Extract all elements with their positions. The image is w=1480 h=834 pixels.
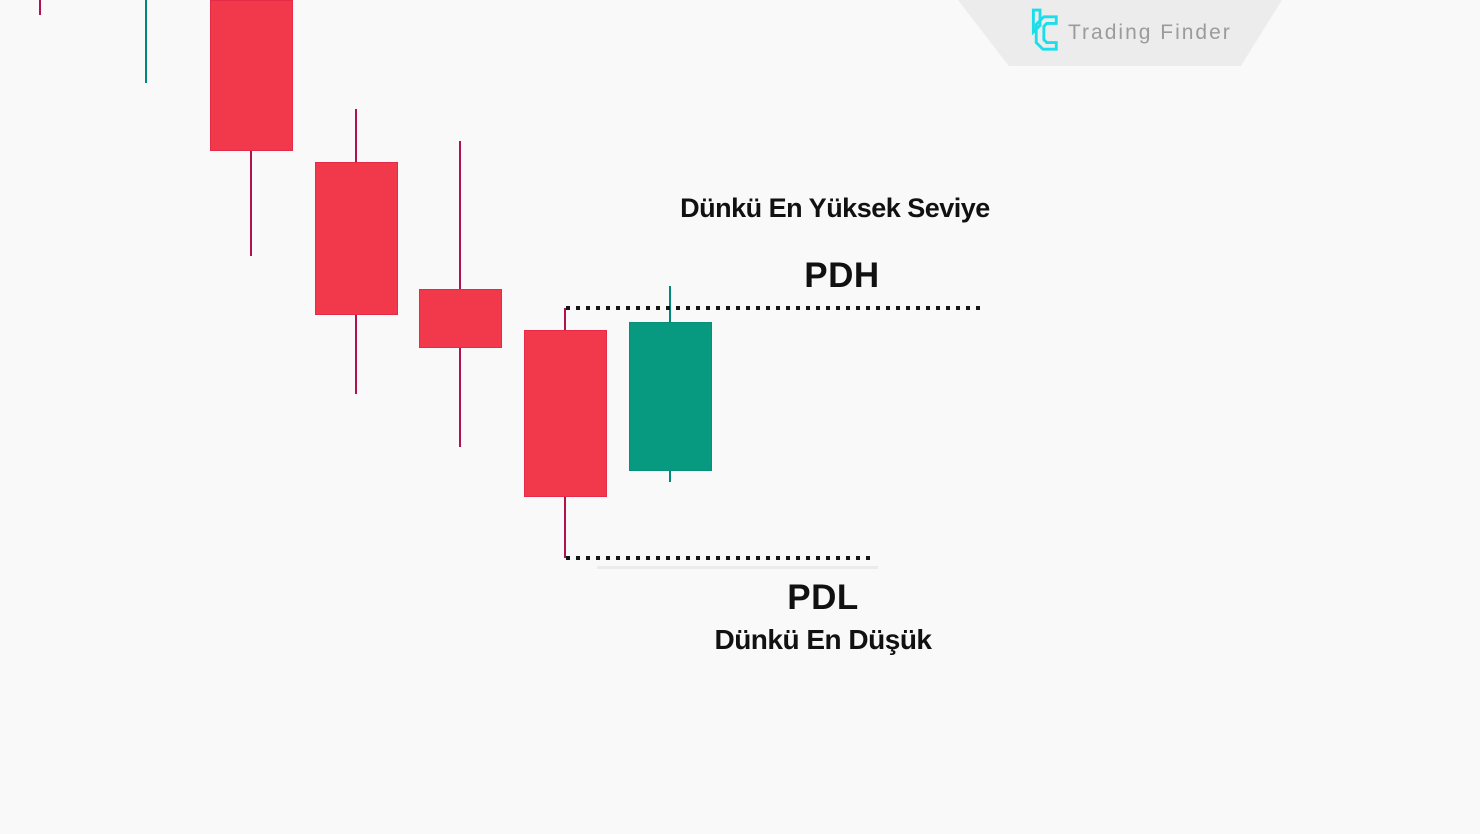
candle-wick	[39, 0, 41, 15]
bearish-candle-body	[418, 289, 502, 348]
bearish-candle-body	[523, 330, 607, 497]
pdh-description-label: Dünkü En Yüksek Seviye	[680, 193, 990, 223]
bearish-candle-body	[209, 0, 293, 151]
brand-name: Trading Finder	[1068, 21, 1232, 44]
trading-finder-logo-icon	[1031, 8, 1058, 51]
bearish-candle-body	[314, 162, 398, 315]
pdh-label: PDH	[804, 256, 880, 295]
pdl-line-shadow	[597, 566, 878, 569]
pdl-dotted-line	[566, 556, 874, 560]
pdh-dotted-line	[566, 306, 982, 310]
pdl-label: PDL	[787, 578, 859, 617]
candle-wick	[145, 0, 147, 83]
pdl-description-label: Dünkü En Düşük	[714, 624, 932, 655]
bullish-candle-body	[628, 322, 712, 471]
brand-banner: Trading Finder	[958, 0, 1282, 66]
